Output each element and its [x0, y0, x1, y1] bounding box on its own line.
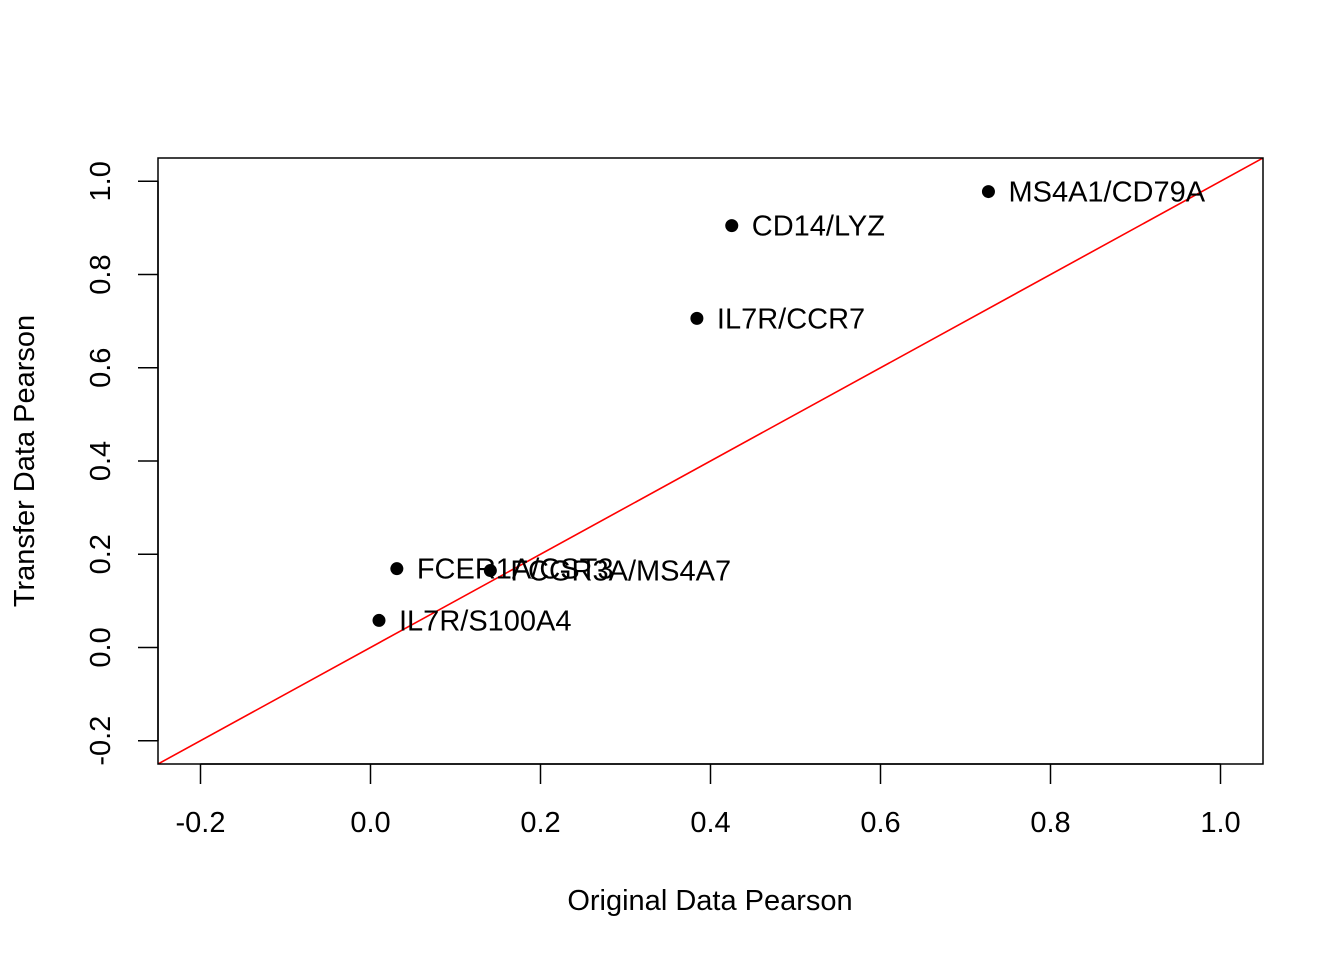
identity-reference-line — [158, 158, 1263, 764]
data-point-label: IL7R/CCR7 — [717, 303, 865, 335]
y-tick-label: 0.8 — [85, 254, 117, 294]
x-axis: -0.2 0.0 0.2 0.4 0.6 0.8 1.0 — [176, 763, 1241, 839]
reference-line-group — [158, 158, 1263, 764]
data-point-label: FCGR3A/MS4A7 — [510, 556, 731, 588]
data-point-label: CD14/LYZ — [752, 211, 885, 243]
x-tick-label: 0.4 — [690, 807, 730, 839]
data-point — [390, 562, 404, 576]
x-tick-label: 0.8 — [1030, 807, 1070, 839]
y-tick-label: 0.4 — [85, 441, 117, 481]
y-tick-label: 0.6 — [85, 348, 117, 388]
data-point — [483, 564, 497, 578]
y-axis: -0.2 0.0 0.2 0.4 0.6 0.8 1.0 — [85, 161, 159, 766]
x-tick-label: 0.2 — [520, 807, 560, 839]
x-tick-label: 0.0 — [350, 807, 390, 839]
data-point-label: MS4A1/CD79A — [1008, 177, 1205, 209]
y-tick-label: 0.2 — [85, 534, 117, 574]
data-point — [981, 185, 995, 199]
y-tick-label: 1.0 — [85, 161, 117, 201]
data-point — [690, 311, 704, 325]
x-tick-label: -0.2 — [176, 807, 226, 839]
points-group: MS4A1/CD79A CD14/LYZ IL7R/CCR7 FCER1A/CST3F… — [372, 177, 1206, 637]
x-tick-label: 1.0 — [1200, 807, 1240, 839]
data-point-label: FCER1A/CST3 — [417, 554, 614, 586]
x-tick-label: 0.6 — [860, 807, 900, 839]
x-axis-label: Original Data Pearson — [567, 885, 852, 917]
y-axis-label: Transfer Data Pearson — [9, 315, 41, 607]
y-tick-label: -0.2 — [85, 716, 117, 766]
data-point — [725, 219, 739, 233]
data-point-label: IL7R/S100A4 — [399, 605, 572, 637]
y-tick-label: 0.0 — [85, 627, 117, 667]
data-point — [372, 613, 386, 627]
